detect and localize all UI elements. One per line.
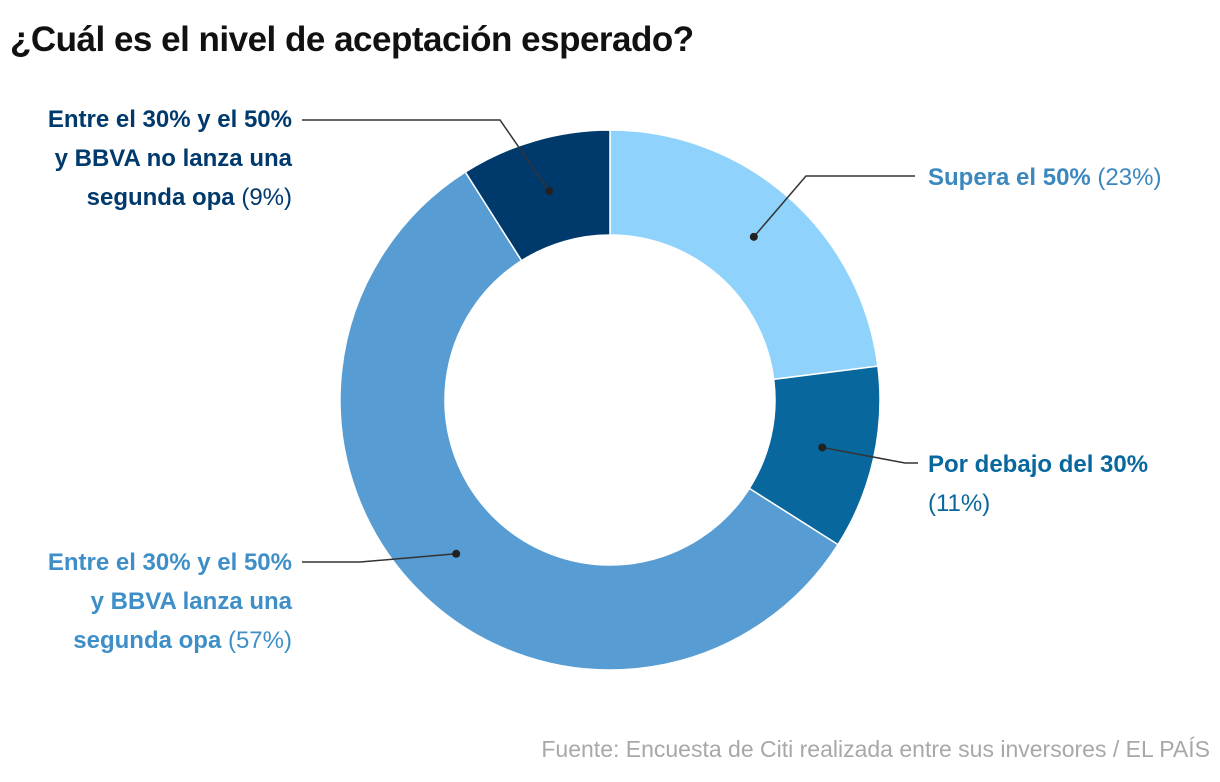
slice-label: Supera el 50% (23%) [928,158,1208,197]
leader-line [302,119,550,192]
category-label: Entre el 30% y el 50% y BBVA no lanza un… [47,106,292,211]
value-label: (57%) [227,627,292,654]
category-label: Supera el 50% [928,164,1091,191]
chart-title: ¿Cuál es el nivel de aceptación esperado… [10,20,694,59]
source-note: Fuente: Encuesta de Citi realizada entre… [541,736,1210,762]
leader-dot [818,443,827,452]
leader-line [302,553,457,563]
slice [464,129,611,262]
leader-line [822,446,918,464]
slice [609,129,879,381]
category-label: Entre el 30% y el 50% y BBVA lanza una s… [47,549,292,654]
slice [339,170,840,671]
category-label: Por debajo del 30% [928,451,1149,478]
value-label: (23%) [1097,164,1162,191]
slice-label: Entre el 30% y el 50% y BBVA lanza una s… [42,543,292,660]
leader-line [753,175,915,238]
slice-label: Entre el 30% y el 50% y BBVA no lanza un… [42,100,292,217]
leader-dot [749,232,758,241]
leader-dot [545,187,554,196]
value-label: (11%) [928,490,991,517]
value-label: (9%) [241,184,292,211]
slice-label: Por debajo del 30% (11%) [928,445,1198,523]
leader-dot [452,549,461,558]
